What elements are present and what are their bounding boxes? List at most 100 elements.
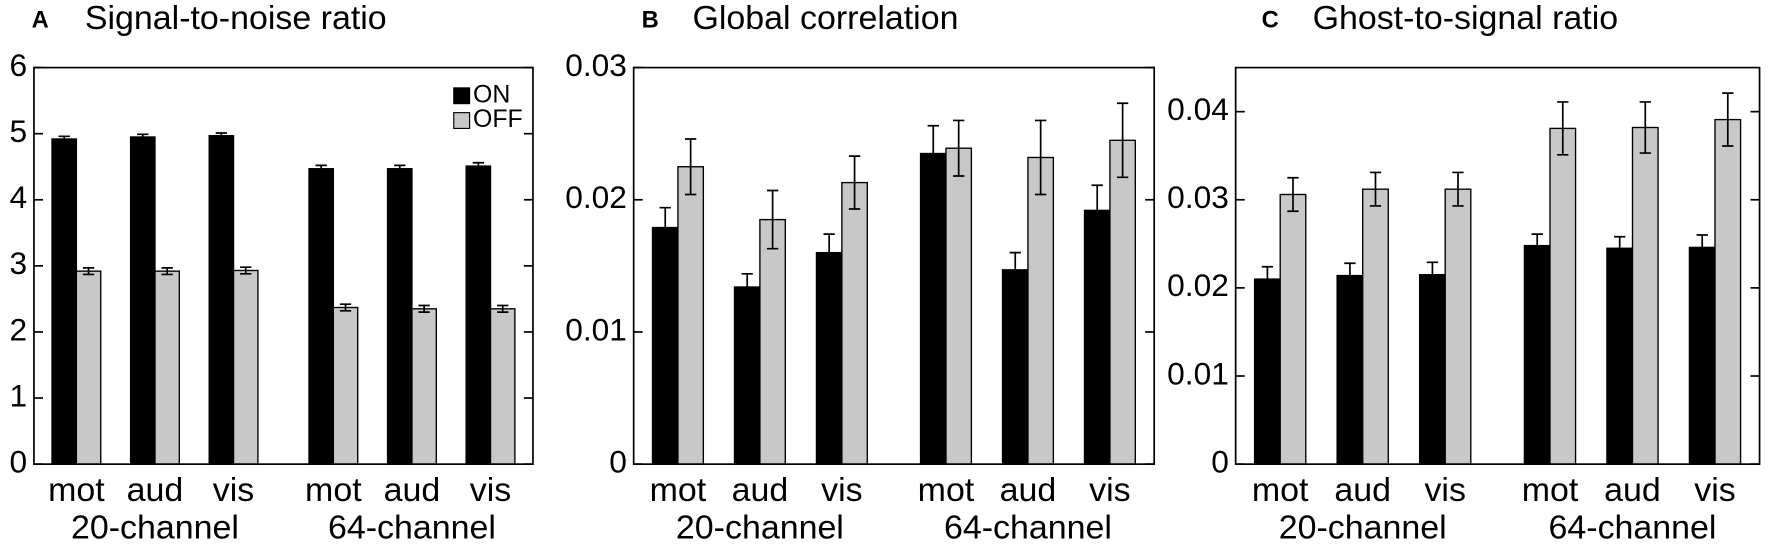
bar (841, 181, 868, 465)
error-bar (1369, 171, 1382, 207)
y-tick-label: 1 (10, 377, 28, 413)
plot-frame (1234, 66, 1761, 465)
bar (332, 306, 359, 465)
x-tick-label: aud (732, 471, 789, 509)
y-tick-label: 0 (1211, 444, 1229, 480)
bar (1714, 118, 1742, 465)
x-tick-label: aud (1604, 471, 1661, 509)
error-bar (684, 138, 697, 196)
x-tick-label: mot (1522, 471, 1579, 509)
y-tick-label: 0.04 (1167, 91, 1229, 127)
x-tick-label: mot (305, 471, 362, 509)
group-label: 64-channel (328, 508, 496, 546)
error-bar (1557, 101, 1569, 156)
error-bar (1639, 101, 1651, 154)
error-bar (1287, 176, 1299, 213)
bar (1631, 126, 1659, 465)
y-tick-label: 0.01 (1167, 355, 1229, 391)
error-bar (1091, 184, 1103, 237)
bar (489, 308, 516, 465)
bar (1109, 139, 1137, 465)
bar (1688, 246, 1716, 465)
y-tick-label: 6 (10, 47, 28, 83)
y-tick-label: 5 (10, 113, 28, 149)
bar (1336, 274, 1364, 465)
error-bar (137, 133, 149, 141)
bar (129, 136, 156, 465)
bar (815, 251, 843, 465)
error-bar (741, 272, 753, 302)
bar (1606, 247, 1634, 465)
chart-title: Global correlation (693, 0, 959, 37)
error-bar (418, 304, 430, 313)
bar (945, 147, 973, 465)
error-bar (1614, 235, 1626, 261)
error-bar (1034, 119, 1047, 196)
chart-title: Ghost-to-signal ratio (1313, 0, 1619, 37)
bar (1083, 209, 1111, 465)
plot-frame (33, 66, 534, 465)
x-tick-label: aud (1000, 471, 1057, 509)
legend-swatch (453, 112, 471, 129)
x-tick-label: aud (384, 471, 441, 509)
y-tick-label: 0.03 (565, 47, 627, 83)
x-tick-label: vis (1694, 471, 1735, 509)
error-bar (315, 164, 327, 173)
y-tick-label: 0 (609, 444, 627, 480)
y-tick-label: 0.02 (565, 179, 627, 215)
group-label: 64-channel (944, 508, 1112, 546)
panel-letter: A (32, 8, 49, 34)
bar (1418, 273, 1446, 465)
error-bar (394, 164, 406, 173)
error-bar (659, 206, 671, 249)
bar (919, 152, 947, 465)
bar (1253, 278, 1281, 465)
bar (759, 218, 786, 465)
bar (1362, 188, 1389, 465)
y-tick-label: 0 (10, 444, 28, 480)
error-bar (1722, 92, 1734, 147)
error-bar (472, 161, 484, 171)
y-tick-label: 0.01 (565, 311, 627, 347)
legend-label: ON (473, 81, 510, 108)
bar (1549, 127, 1577, 465)
error-bar (1696, 234, 1708, 261)
bar (154, 270, 181, 465)
error-bar (1116, 102, 1129, 179)
error-bar (240, 266, 252, 275)
plot-frame (632, 66, 1156, 465)
legend-label: OFF (473, 106, 523, 133)
x-tick-label: vis (821, 471, 862, 509)
bar (1001, 269, 1029, 465)
x-tick-label: vis (213, 471, 254, 509)
error-bar (1344, 262, 1356, 289)
error-bar (82, 266, 95, 276)
bar (386, 168, 413, 465)
legend-swatch (453, 87, 471, 105)
bar (1523, 244, 1551, 465)
error-bar (1426, 261, 1439, 288)
bar (411, 308, 437, 465)
x-tick-label: mot (918, 471, 975, 509)
chart-title: Signal-to-noise ratio (85, 0, 387, 37)
bar (465, 165, 492, 465)
x-tick-label: mot (650, 471, 707, 509)
y-tick-label: 3 (10, 245, 28, 281)
error-bar (215, 132, 228, 140)
bar (1444, 188, 1472, 465)
group-label: 20-channel (676, 508, 844, 546)
error-bar (766, 189, 779, 250)
x-tick-label: mot (1252, 471, 1309, 509)
bar (677, 166, 705, 465)
error-bar (1452, 171, 1464, 207)
x-tick-label: vis (1089, 471, 1130, 509)
error-bar (339, 303, 352, 312)
bar (51, 138, 78, 465)
y-tick-label: 4 (10, 179, 28, 215)
bar (1279, 193, 1307, 465)
error-bar (1261, 265, 1274, 293)
error-bar (1009, 251, 1021, 288)
group-label: 20-channel (71, 508, 239, 546)
x-tick-label: aud (127, 471, 184, 509)
